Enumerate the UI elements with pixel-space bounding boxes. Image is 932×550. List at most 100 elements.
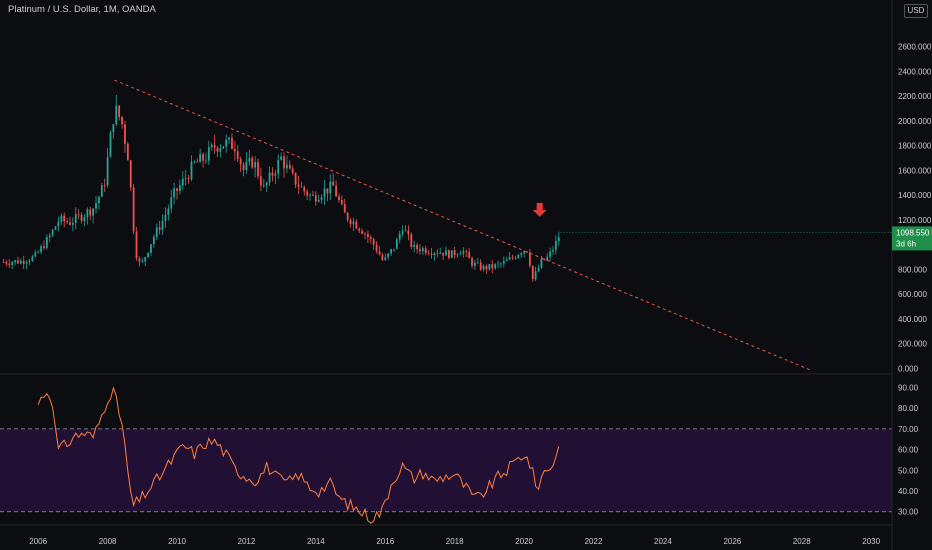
rsi-tick-label: 90.00 [898,383,919,392]
candle-body [537,267,540,272]
candle-body [103,185,106,187]
candle-body [436,253,439,255]
candle-body [51,229,54,236]
candle-body [514,257,517,259]
candle-body [485,265,488,270]
candle-body [401,230,404,234]
candle-body [74,214,77,223]
candle-body [184,178,187,180]
rsi-tick-label: 60.00 [898,446,919,455]
rsi-series [37,386,560,524]
candle-body [456,254,459,256]
candle-body [231,137,233,150]
candle-body [309,194,311,196]
candle-body [445,250,447,256]
candle-body [343,204,346,213]
price-tick-label: 800.000 [898,265,927,274]
candle-body [22,260,25,264]
candle-body [11,262,14,265]
candle-body [534,271,537,280]
candle-body [71,222,74,225]
candle-body [511,257,514,258]
candle-body [326,188,329,194]
candle-body [520,253,523,255]
candle-body [442,252,445,256]
candle-body [251,157,254,168]
trendline-layer[interactable] [114,79,813,372]
time-tick-label: 2016 [376,537,394,546]
currency-badge[interactable]: USD [904,4,928,18]
candle-body [5,262,8,264]
candle-body [303,186,306,192]
candle-body [129,160,132,188]
candle-body [528,252,531,266]
candle-body [543,258,546,260]
price-tick-label: 2200.000 [898,92,932,101]
candle-body [375,244,378,252]
candle-body [502,260,505,264]
candle-body [453,250,456,256]
candle-body [404,230,407,232]
candle-body [555,241,557,250]
candle-body [314,195,317,202]
candle-body [83,217,86,221]
candle-body [552,249,554,252]
candle-body [2,261,5,263]
candle-body [207,147,210,161]
candle-body [549,251,552,257]
candle-body [332,181,335,186]
candle-body [95,203,97,209]
candle-body [77,214,80,215]
time-tick-label: 2020 [515,537,533,546]
time-tick-label: 2010 [168,537,186,546]
candle-body [398,233,401,240]
candle-body [424,248,427,254]
candle-body [323,188,326,198]
price-tick-label: 2000.000 [898,117,932,126]
candle-body [286,164,288,169]
time-tick-label: 2022 [585,537,603,546]
candle-body [190,161,193,180]
time-tick-label: 2030 [862,537,880,546]
candle-body [37,251,40,253]
candle-body [447,250,450,258]
last-price-badge [892,226,932,251]
candle-body [187,178,190,180]
candle-body [40,246,42,252]
candle-body [54,226,57,230]
time-tick-label: 2012 [238,537,256,546]
candle-body [372,239,375,245]
candle-body [364,233,366,235]
candle-body [320,197,323,200]
candle-body [181,178,184,186]
candle-body [482,265,485,270]
candle-body [176,188,178,191]
candle-body [257,162,259,177]
candle-body [193,161,196,163]
candle-body [222,146,225,149]
candle-body [476,262,479,264]
time-tick-label: 2028 [793,537,811,546]
candle-body [213,144,216,148]
candle-body [338,196,340,201]
candle-body [268,172,271,183]
candle-body [248,157,251,162]
candle-body [369,237,372,240]
price-tick-label: 1200.000 [898,216,932,225]
candle-body [205,160,207,162]
candle-body [497,263,499,265]
candle-body [19,260,22,264]
candle-body [271,172,274,176]
price-tick-label: 0.000 [898,364,919,373]
candle-body [170,197,173,209]
candle-body [523,251,525,254]
price-tick-label: 400.000 [898,315,927,324]
candle-body [228,137,230,140]
rsi-band [0,428,892,512]
candle-body [505,259,508,261]
rsi-tick-label: 80.00 [898,404,919,413]
candle-body [196,161,199,163]
candle-body [508,257,511,260]
